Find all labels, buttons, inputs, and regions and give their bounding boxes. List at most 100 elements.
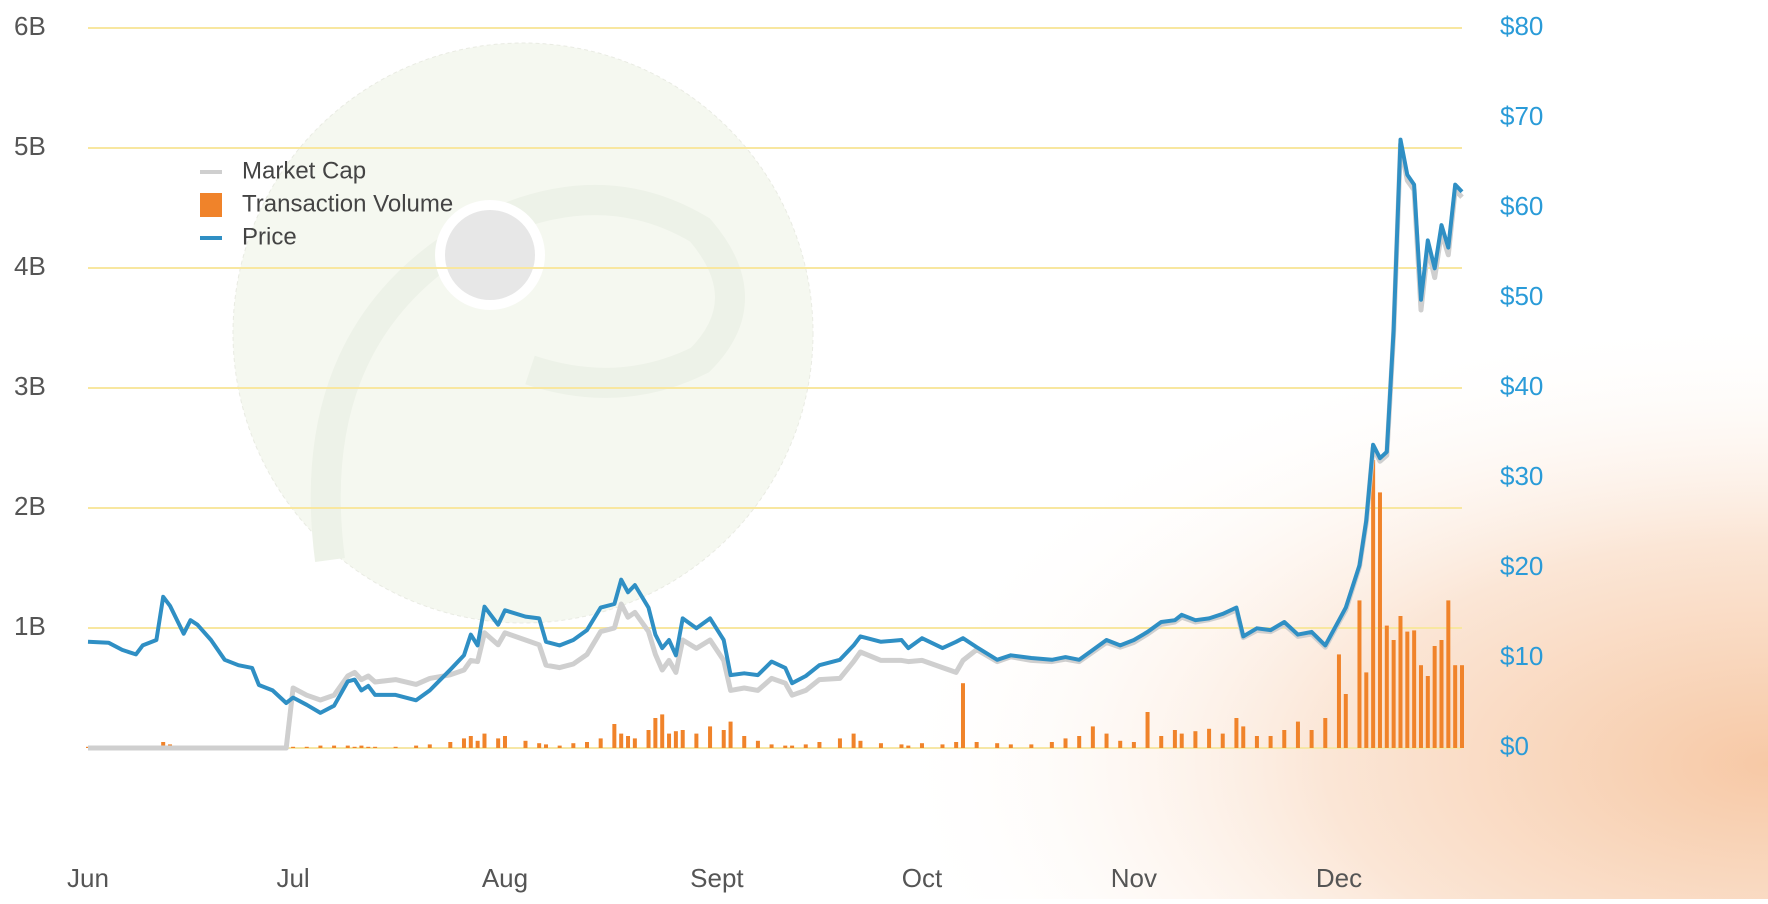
volume-bar (345, 745, 350, 748)
volume-bar (1077, 736, 1082, 748)
volume-bar (1398, 616, 1403, 748)
volume-bar (1282, 730, 1287, 748)
volume-bar (619, 733, 624, 748)
volume-bar (366, 746, 371, 748)
bars (86, 460, 1464, 748)
volume-bar (755, 740, 760, 748)
volume-bar (1343, 694, 1348, 748)
volume-bar (790, 745, 795, 748)
volume-bar (1220, 733, 1225, 748)
volume-bar (1364, 672, 1369, 748)
volume-bar (1295, 721, 1300, 748)
volume-bar (783, 745, 788, 748)
volume-bar (1357, 600, 1362, 748)
x-tick-label: Sept (690, 863, 744, 893)
volume-bar (1049, 742, 1054, 748)
volume-bar (1207, 728, 1212, 748)
volume-bar (332, 745, 337, 748)
series-line (87, 137, 1464, 715)
volume-bar (1384, 625, 1389, 748)
volume-bar (1172, 730, 1177, 748)
volume-bar (1241, 726, 1246, 748)
volume-bar (919, 743, 924, 748)
y2-tick-label: $10 (1500, 641, 1543, 671)
y2-tick-label: $20 (1500, 551, 1543, 581)
y2-tick-label: $50 (1500, 281, 1543, 311)
volume-bar (1439, 640, 1444, 748)
y-tick-label: 5B (14, 131, 46, 161)
legend-label: Market Cap (242, 157, 366, 184)
y2-tick-label: $0 (1500, 731, 1529, 761)
volume-bar (626, 736, 631, 748)
volume-bar (851, 733, 856, 748)
volume-bar (1425, 676, 1430, 748)
y2-tick-label: $70 (1500, 101, 1543, 131)
x-tick-label: Jul (276, 863, 309, 893)
volume-bar (632, 738, 637, 748)
volume-bar (1453, 665, 1458, 748)
labels: 1B 2B 3B 4B 5B 6B $0 $10 $20 $30 $40 $50 $60 $70 $80 Ju… (14, 11, 1543, 893)
y-tick-label: 1B (14, 611, 46, 641)
volume-bar (612, 724, 617, 748)
volume-bar (557, 745, 562, 748)
volume-bar (318, 745, 323, 748)
legend-label: Price (242, 223, 297, 250)
y2-tick-label: $40 (1500, 371, 1543, 401)
volume-bar (502, 736, 507, 748)
volume-bar (1145, 712, 1150, 748)
volume-bar (1405, 631, 1410, 748)
volume-bar (414, 745, 419, 748)
volume-bar (728, 721, 733, 748)
y-tick-label: 6B (14, 11, 46, 41)
volume-bar (1008, 744, 1013, 748)
volume-bar (1193, 731, 1198, 748)
lines (87, 137, 1464, 751)
volume-bar (544, 744, 548, 748)
volume-bar (769, 744, 774, 748)
volume-bar (1159, 736, 1164, 748)
volume-bar (468, 736, 473, 748)
volume-bar (1377, 492, 1382, 748)
volume-bar (1268, 736, 1273, 748)
x-tick-label: Dec (1316, 863, 1362, 893)
volume-bar (878, 743, 883, 748)
volume-bar (899, 744, 904, 748)
volume-bar (837, 738, 842, 748)
volume-bar (1336, 654, 1341, 748)
volume-bar (708, 726, 713, 748)
x-tick-label: Nov (1111, 863, 1157, 893)
volume-bar (1446, 600, 1451, 748)
volume-bar (1118, 740, 1123, 748)
volume-bar (427, 744, 432, 748)
volume-bar (1432, 646, 1437, 748)
volume-bar (1391, 640, 1396, 748)
volume-bar (585, 742, 590, 748)
legend-swatch (200, 193, 222, 217)
volume-bar (304, 746, 309, 748)
volume-bar (523, 740, 528, 748)
volume-bar (1323, 718, 1328, 748)
volume-bar (694, 733, 699, 748)
volume-bar (646, 730, 651, 748)
volume-bar (475, 740, 480, 748)
volume-bar (1179, 733, 1184, 748)
volume-bar (1412, 630, 1417, 748)
volume-bar (954, 742, 959, 748)
volume-bar (482, 733, 487, 748)
volume-bar (352, 746, 357, 748)
volume-bar (1131, 742, 1136, 748)
y-tick-label: 4B (14, 251, 46, 281)
x-tick-label: Jun (67, 863, 109, 893)
volume-bar (1309, 730, 1314, 748)
volume-bar (1371, 460, 1376, 748)
volume-bar (1063, 738, 1068, 748)
volume-bar (858, 740, 863, 748)
volume-bar (1254, 736, 1259, 748)
volume-bar (673, 731, 678, 748)
volume-bar (960, 683, 965, 748)
volume-bar (537, 743, 542, 748)
volume-bar (359, 745, 364, 748)
volume-bar (291, 746, 296, 748)
volume-bar (906, 745, 911, 748)
